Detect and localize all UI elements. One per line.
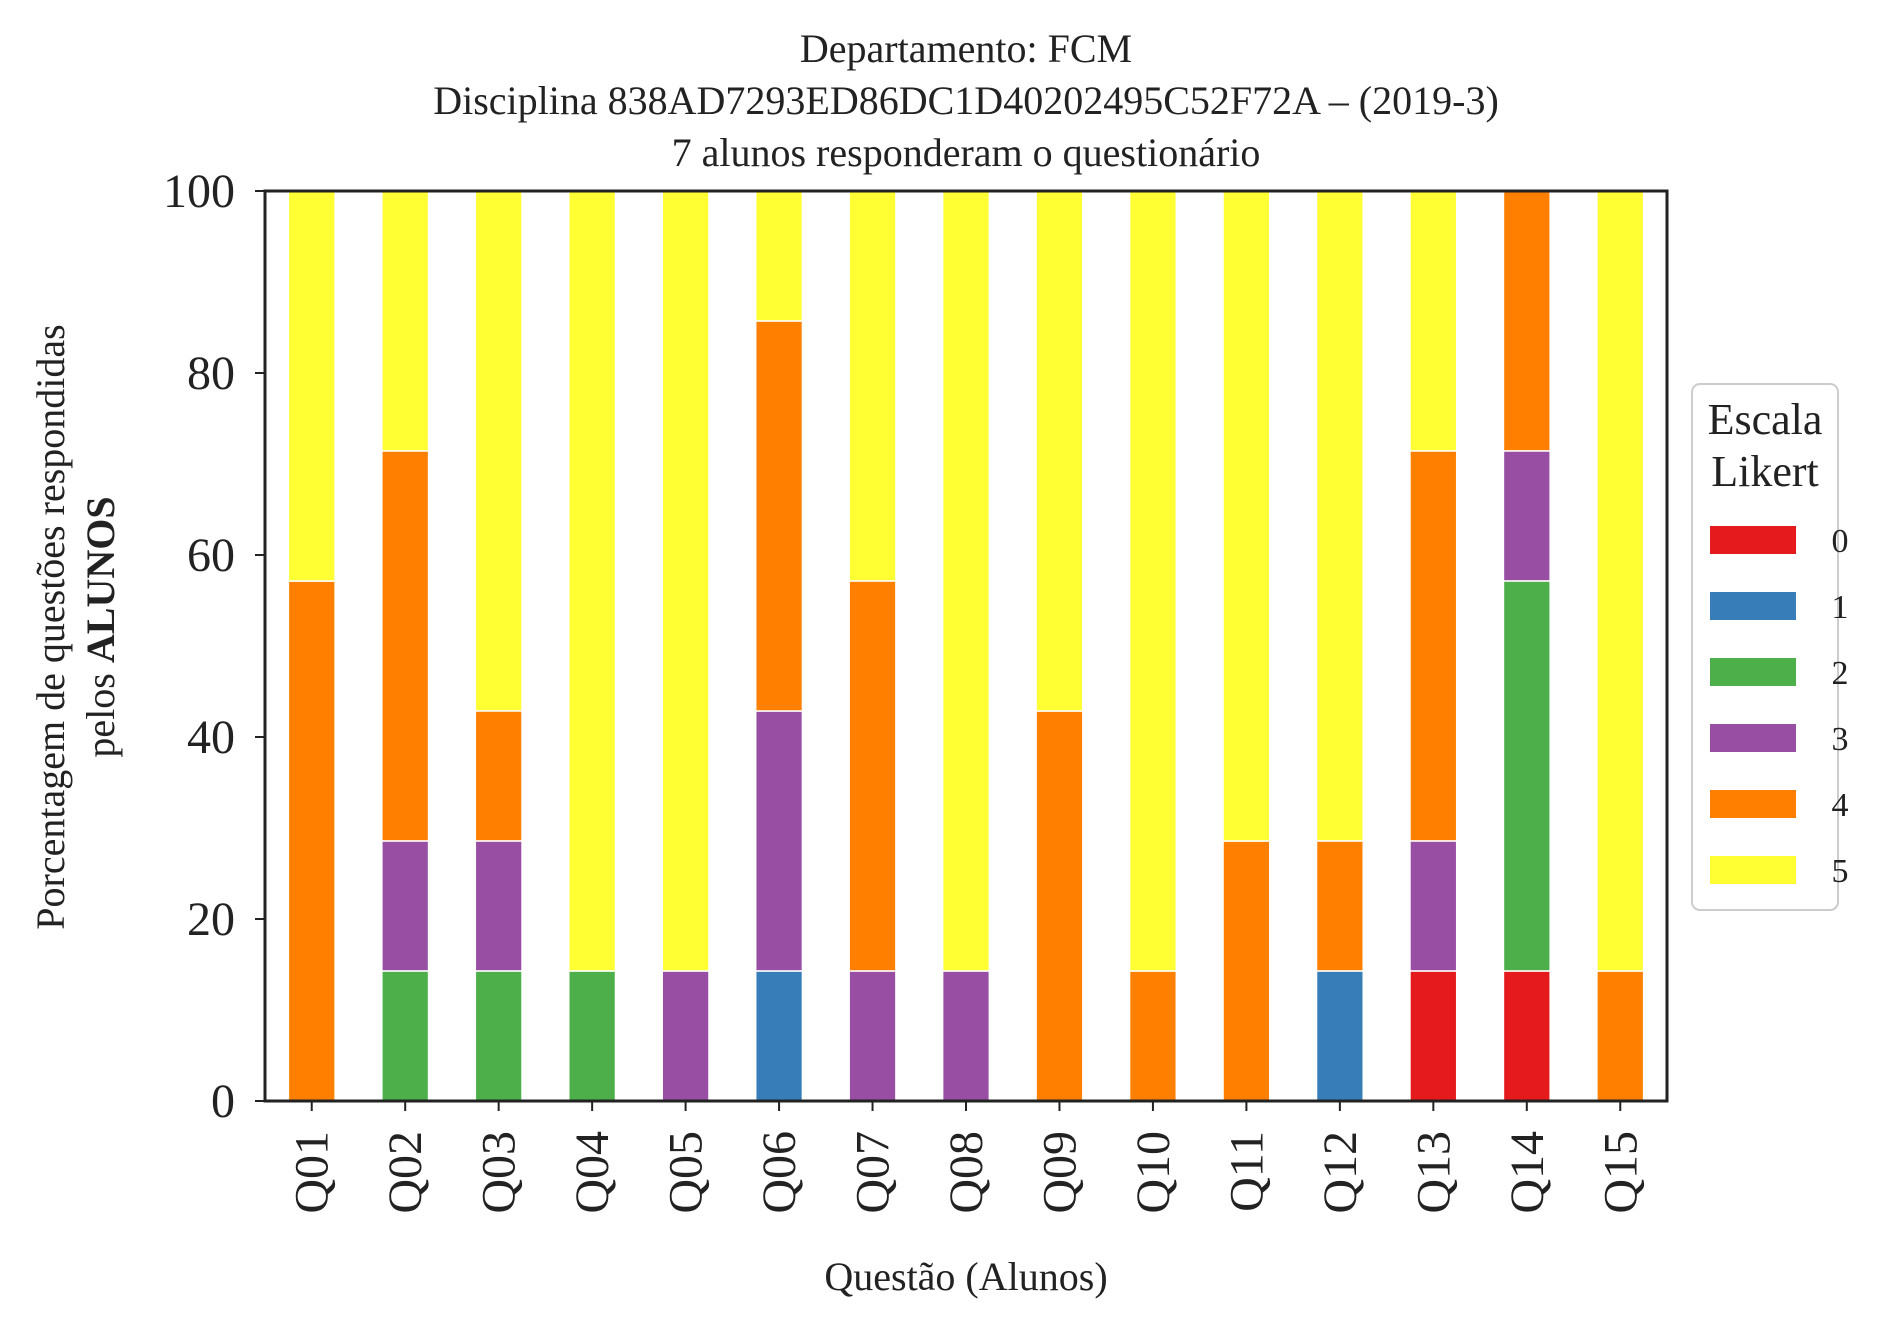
bar-Q06-likert-4 xyxy=(754,320,804,712)
bar-Q07-likert-5 xyxy=(848,190,897,582)
legend-label-0: 0 xyxy=(1832,523,1849,560)
bar-Q13-likert-0 xyxy=(1409,970,1458,1102)
legend-swatch-4 xyxy=(1710,790,1796,818)
y-tick-label: 0 xyxy=(211,1075,235,1128)
x-tick-label: Q12 xyxy=(1314,1131,1367,1214)
bar-Q02-likert-2 xyxy=(381,970,430,1102)
bar-Q02-likert-5 xyxy=(381,190,430,452)
title-line-2: Disciplina 838AD7293ED86DC1D40202495C52F… xyxy=(433,78,1499,123)
x-tick-label: Q05 xyxy=(660,1131,713,1214)
x-tick-label: Q10 xyxy=(1127,1131,1180,1214)
bar-Q01-likert-4 xyxy=(287,580,336,1102)
x-tick-label: Q08 xyxy=(940,1131,993,1214)
bar-Q11-likert-4 xyxy=(1222,840,1271,1102)
bar-Q03-likert-2 xyxy=(474,970,523,1102)
legend-title-line-1: Escala xyxy=(1708,395,1823,444)
bar-Q03-likert-4 xyxy=(474,710,523,842)
bar-Q10-likert-4 xyxy=(1128,970,1178,1102)
bar-Q02-likert-3 xyxy=(381,840,430,972)
x-tick-label: Q07 xyxy=(847,1131,900,1214)
y-tick-label: 80 xyxy=(187,347,235,400)
y-axis-ticks: 0 20 40 60 80 100 xyxy=(163,165,265,1128)
bar-Q07-likert-4 xyxy=(848,580,897,972)
x-tick-label: Q13 xyxy=(1407,1131,1460,1214)
x-tick-label: Q09 xyxy=(1033,1131,1086,1214)
y-tick-label: 100 xyxy=(163,165,235,218)
title-line-3: 7 alunos responderam o questionário xyxy=(672,130,1261,175)
x-tick-label: Q01 xyxy=(286,1131,339,1214)
bar-Q13-likert-3 xyxy=(1409,840,1458,972)
x-tick-label: Q06 xyxy=(753,1131,806,1214)
x-tick-label: Q03 xyxy=(473,1131,526,1214)
bar-Q13-likert-4 xyxy=(1409,450,1458,842)
legend-swatch-3 xyxy=(1710,724,1796,752)
bar-Q03-likert-5 xyxy=(474,190,523,712)
bar-Q14-likert-0 xyxy=(1502,970,1551,1102)
bar-Q04-likert-2 xyxy=(568,970,617,1102)
bar-Q08-likert-5 xyxy=(941,190,991,972)
x-tick-label: Q14 xyxy=(1501,1131,1554,1214)
y-axis-label: Porcentagem de questões respondidas pelo… xyxy=(28,324,123,929)
legend-swatch-2 xyxy=(1710,658,1796,686)
legend: Escala Likert 0 1 2 3 4 5 xyxy=(1691,383,1849,911)
bar-Q03-likert-3 xyxy=(474,840,523,972)
legend-label-4: 4 xyxy=(1832,787,1849,824)
y-tick-label: 40 xyxy=(187,711,235,764)
bar-Q09-likert-5 xyxy=(1035,190,1084,712)
x-tick-label: Q04 xyxy=(566,1131,619,1214)
x-tick-label: Q02 xyxy=(379,1131,432,1214)
x-axis-ticks: Q01 Q02 Q03 Q04 Q05 Q06 Q07 Q08 Q09 Q10 Q11 Q12 Q13 Q… xyxy=(286,1101,1647,1214)
bar-Q13-likert-5 xyxy=(1409,190,1458,452)
bar-Q12-likert-1 xyxy=(1315,970,1364,1102)
y-axis-label-line-1: Porcentagem de questões respondidas xyxy=(28,324,73,929)
plot-area xyxy=(287,190,1645,1102)
legend-items: 0 1 2 3 4 5 xyxy=(1710,523,1849,890)
bar-Q06-likert-3 xyxy=(754,710,804,972)
x-tick-label: Q15 xyxy=(1594,1131,1647,1214)
legend-frame xyxy=(1691,383,1839,911)
bar-Q01-likert-5 xyxy=(287,190,336,582)
bar-Q10-likert-5 xyxy=(1128,190,1178,972)
bar-Q06-likert-5 xyxy=(754,190,804,322)
bar-Q15-likert-4 xyxy=(1596,970,1645,1102)
y-axis-label-prefix: pelos xyxy=(78,663,123,757)
y-tick-label: 20 xyxy=(187,893,235,946)
bar-Q14-likert-3 xyxy=(1502,450,1551,582)
bar-Q09-likert-4 xyxy=(1035,710,1084,1102)
bar-Q06-likert-1 xyxy=(754,970,804,1102)
legend-swatch-1 xyxy=(1710,592,1796,620)
x-axis-label: Questão (Alunos) xyxy=(824,1254,1107,1299)
legend-label-3: 3 xyxy=(1832,721,1849,758)
bar-Q14-likert-4 xyxy=(1502,190,1551,452)
title-line-1: Departamento: FCM xyxy=(800,26,1132,71)
bar-Q12-likert-4 xyxy=(1315,840,1364,972)
bar-Q12-likert-5 xyxy=(1315,190,1364,842)
legend-swatch-0 xyxy=(1710,526,1796,554)
legend-label-5: 5 xyxy=(1832,853,1849,890)
bar-Q05-likert-3 xyxy=(661,970,710,1102)
y-tick-label: 60 xyxy=(187,529,235,582)
x-tick-label: Q11 xyxy=(1220,1131,1273,1212)
legend-title-line-2: Likert xyxy=(1711,447,1819,496)
plot-frame xyxy=(263,189,1669,1103)
y-axis-label-line-2: pelos ALUNOS xyxy=(78,496,123,757)
bar-Q11-likert-5 xyxy=(1222,190,1271,842)
bar-Q08-likert-3 xyxy=(941,970,991,1102)
chart-title: Departamento: FCM Disciplina 838AD7293ED… xyxy=(433,26,1499,175)
bar-Q02-likert-4 xyxy=(381,450,430,842)
legend-label-1: 1 xyxy=(1832,589,1849,626)
legend-swatch-5 xyxy=(1710,856,1796,884)
legend-label-2: 2 xyxy=(1832,655,1849,692)
bar-Q07-likert-3 xyxy=(848,970,897,1102)
bar-Q05-likert-5 xyxy=(661,190,710,972)
bar-Q04-likert-5 xyxy=(568,190,617,972)
bar-Q15-likert-5 xyxy=(1596,190,1645,972)
y-axis-label-bold: ALUNOS xyxy=(78,496,123,663)
bar-Q14-likert-2 xyxy=(1502,580,1551,972)
